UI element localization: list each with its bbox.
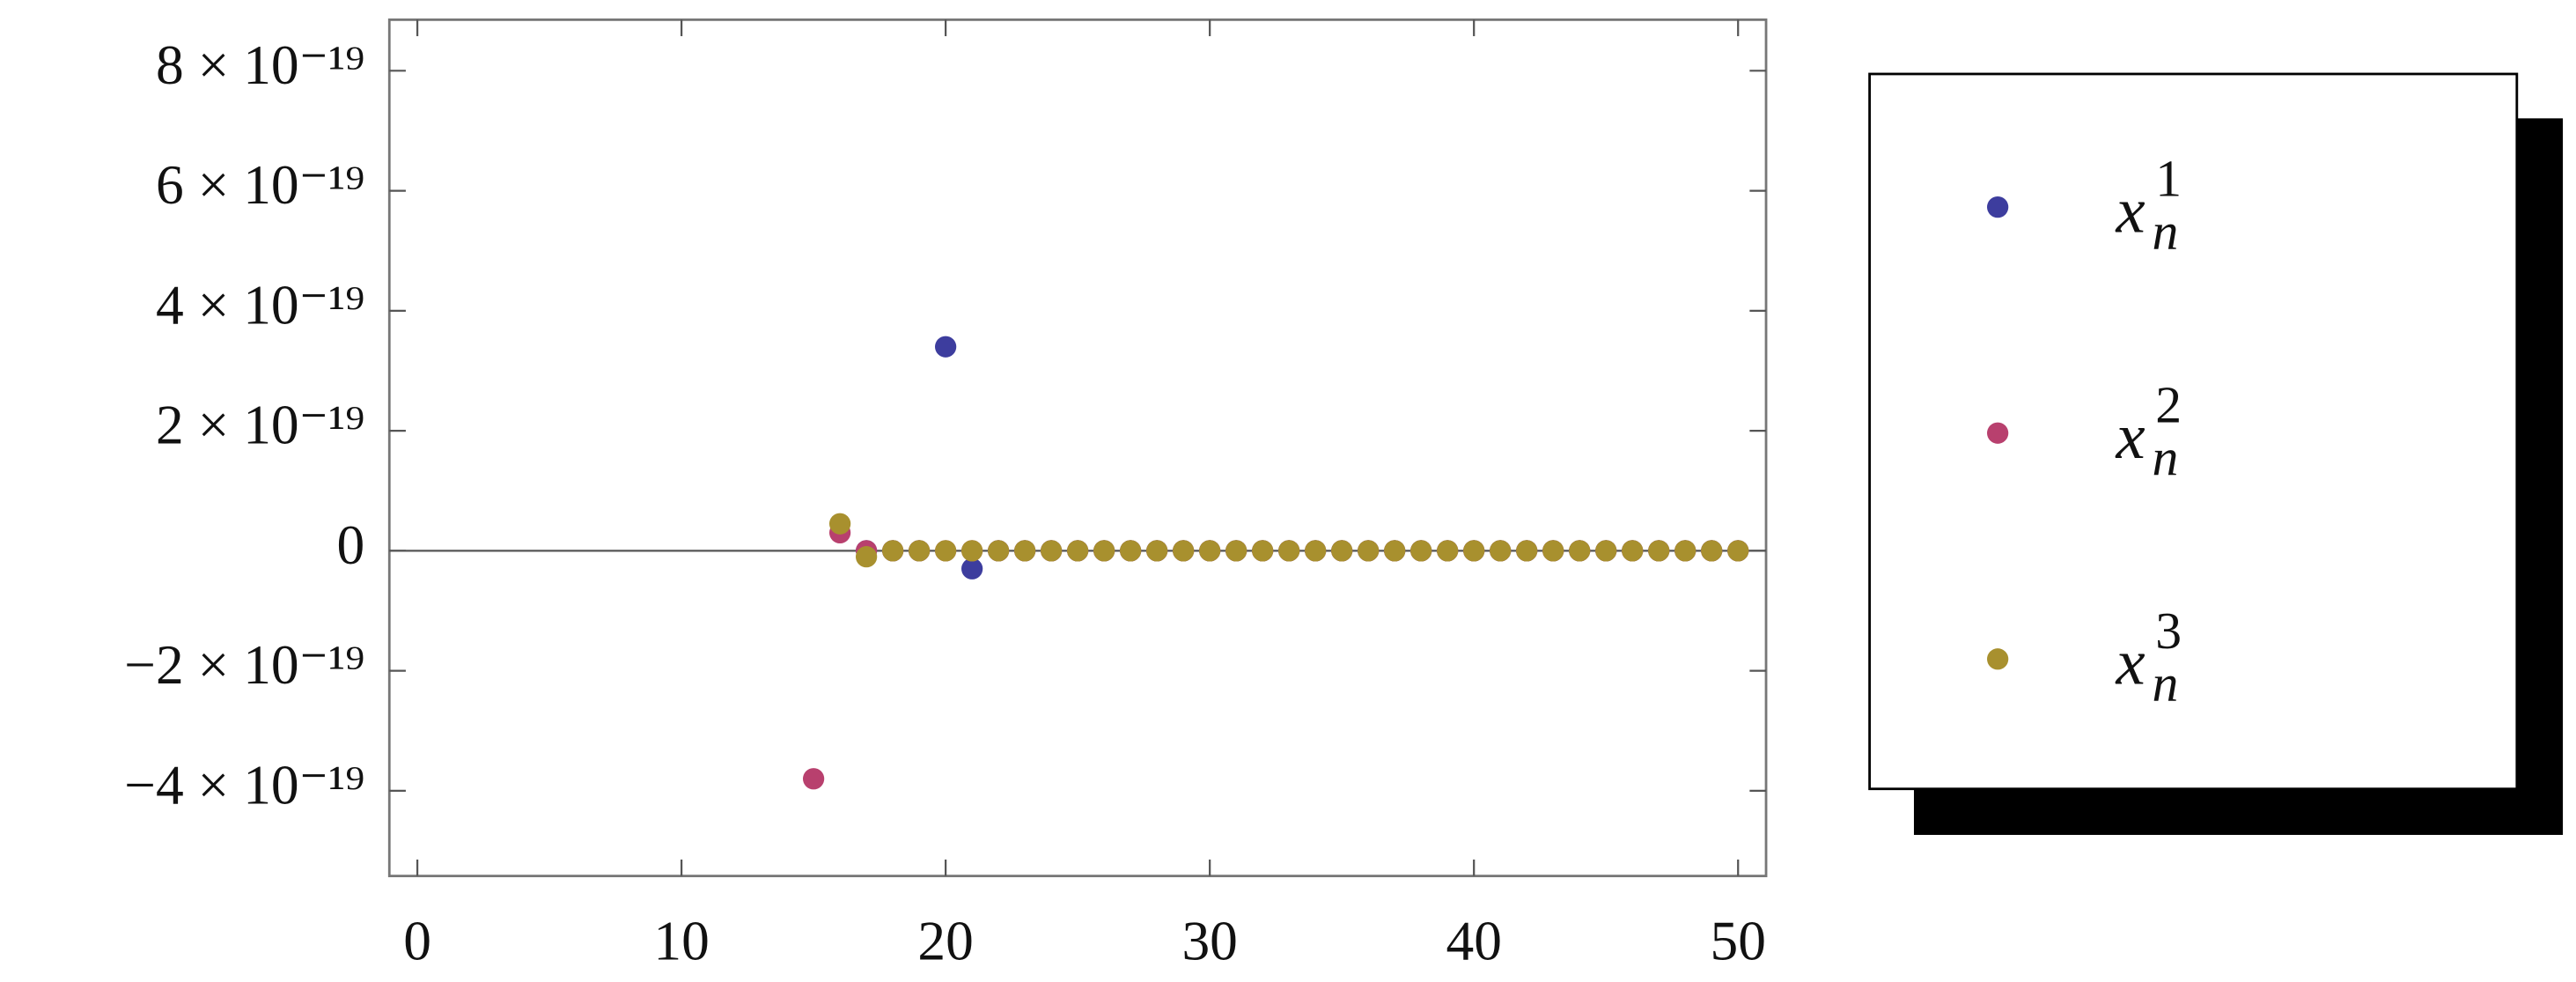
point	[828, 513, 851, 535]
point	[802, 768, 825, 790]
legend-label: x	[2116, 626, 2145, 699]
point	[1120, 540, 1142, 562]
point	[1622, 540, 1644, 562]
point	[1648, 540, 1670, 562]
y-tick-label: 2 × 10⁻¹⁹	[156, 394, 364, 456]
y-tick-label: −4 × 10⁻¹⁹	[124, 753, 364, 816]
y-tick-label: −2 × 10⁻¹⁹	[124, 633, 364, 696]
point	[855, 546, 878, 568]
y-tick-label: 8 × 10⁻¹⁹	[156, 33, 364, 96]
y-tick-label: 4 × 10⁻¹⁹	[156, 273, 364, 336]
legend-entry: x 2n	[2116, 375, 2182, 486]
point	[1305, 540, 1327, 562]
point	[1490, 540, 1512, 562]
point	[1358, 540, 1380, 562]
point	[1569, 540, 1591, 562]
legend-marker	[1987, 196, 2009, 218]
legend-subscript: n	[2153, 202, 2179, 260]
legend-entry: x 1n	[2116, 150, 2182, 261]
legend-superscript: 3	[2155, 602, 2182, 660]
legend-subscript: n	[2153, 428, 2179, 486]
point	[1727, 540, 1749, 562]
y-tick-label: 6 × 10⁻¹⁹	[156, 153, 364, 216]
legend-marker	[1987, 422, 2009, 444]
point	[1463, 540, 1485, 562]
plot-frame	[387, 18, 1768, 878]
legend-entry: x 3n	[2116, 602, 2182, 713]
point	[988, 540, 1010, 562]
point	[961, 557, 983, 580]
x-tick-label: 20	[917, 909, 973, 971]
point	[1595, 540, 1617, 562]
point	[1173, 540, 1195, 562]
legend-marker	[1987, 648, 2009, 670]
point	[1252, 540, 1274, 562]
point	[1701, 540, 1723, 562]
point	[881, 540, 904, 562]
point	[1278, 540, 1300, 562]
point	[934, 336, 957, 358]
point	[1014, 540, 1036, 562]
point	[1674, 540, 1696, 562]
point	[961, 540, 983, 562]
point	[1199, 540, 1221, 562]
point	[1384, 540, 1406, 562]
point	[1542, 540, 1564, 562]
legend-superscript: 2	[2155, 375, 2182, 433]
point	[934, 540, 957, 562]
y-tick-label: 0	[337, 513, 365, 576]
legend-label: x	[2116, 400, 2145, 473]
point	[908, 540, 931, 562]
point	[1041, 540, 1063, 562]
point	[1331, 540, 1353, 562]
legend-superscript: 1	[2155, 150, 2182, 208]
x-tick-label: 40	[1446, 909, 1501, 971]
point	[1067, 540, 1089, 562]
x-tick-label: 50	[1711, 909, 1766, 971]
x-tick-label: 30	[1181, 909, 1237, 971]
legend-label: x	[2116, 174, 2145, 247]
point	[1225, 540, 1248, 562]
point	[1516, 540, 1538, 562]
legend-box	[1868, 72, 2519, 791]
point	[1437, 540, 1459, 562]
x-tick-label: 10	[653, 909, 709, 971]
x-tick-label: 0	[403, 909, 431, 971]
point	[1146, 540, 1168, 562]
point	[1093, 540, 1115, 562]
legend-subscript: n	[2153, 654, 2179, 713]
point	[1410, 540, 1432, 562]
